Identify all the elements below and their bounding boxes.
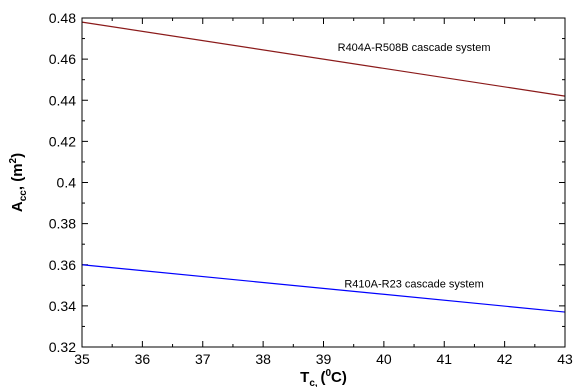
series-line-1 [81,264,566,313]
y-axis-title-sup: 2 [8,157,19,163]
series-line-0 [81,21,566,97]
y-tick-label: 0.44 [49,92,76,108]
y-tick-label: 0.42 [49,133,76,149]
x-axis-title-end: C) [331,369,347,386]
x-axis-title-mid: ( [320,369,325,386]
series-annotation: R410A-R23 cascade system [344,278,483,290]
x-tick-label: 40 [376,351,392,367]
y-tick-label: 0.4 [57,175,77,191]
y-tick-label: 0.38 [49,216,76,232]
y-axis-title-end: ) [9,153,26,158]
x-axis-title: Tc, (0C) [300,368,347,387]
y-axis-title: Acc, (m2) [8,153,29,212]
x-tick-label: 37 [195,351,211,367]
y-tick-label: 0.34 [49,298,76,314]
x-tick-label: 38 [255,351,271,367]
tick-labels: 35 36 37 38 39 40 41 42 43 0.32 0.34 0.36 0.38 0.4 0.4… [49,10,573,367]
y-axis-title-mid: , (m [9,163,26,190]
x-axis-title-main: T [300,369,309,386]
y-tick-label: 0.48 [49,10,76,26]
y-tick-label: 0.32 [49,339,76,355]
x-tick-label: 36 [135,351,151,367]
series-annotation: R404A-R508B cascade system [338,42,491,54]
x-tick-label: 43 [557,351,573,367]
axis-ticks [81,17,566,348]
series-lines [81,21,566,313]
x-tick-label: 39 [316,351,332,367]
y-axis-title-sub: cc [18,190,29,202]
y-tick-label: 0.46 [49,51,76,67]
series-annotations: R404A-R508B cascade system R410A-R23 casc… [338,42,491,290]
y-tick-label: 0.36 [49,257,76,273]
plot-frame [81,17,566,348]
x-tick-label: 35 [74,351,90,367]
x-axis-title-sub: c, [309,378,320,387]
x-tick-label: 41 [436,351,452,367]
x-axis-title-sup: 0 [325,368,331,379]
y-axis-title-main: A [9,201,26,212]
x-tick-label: 42 [497,351,513,367]
